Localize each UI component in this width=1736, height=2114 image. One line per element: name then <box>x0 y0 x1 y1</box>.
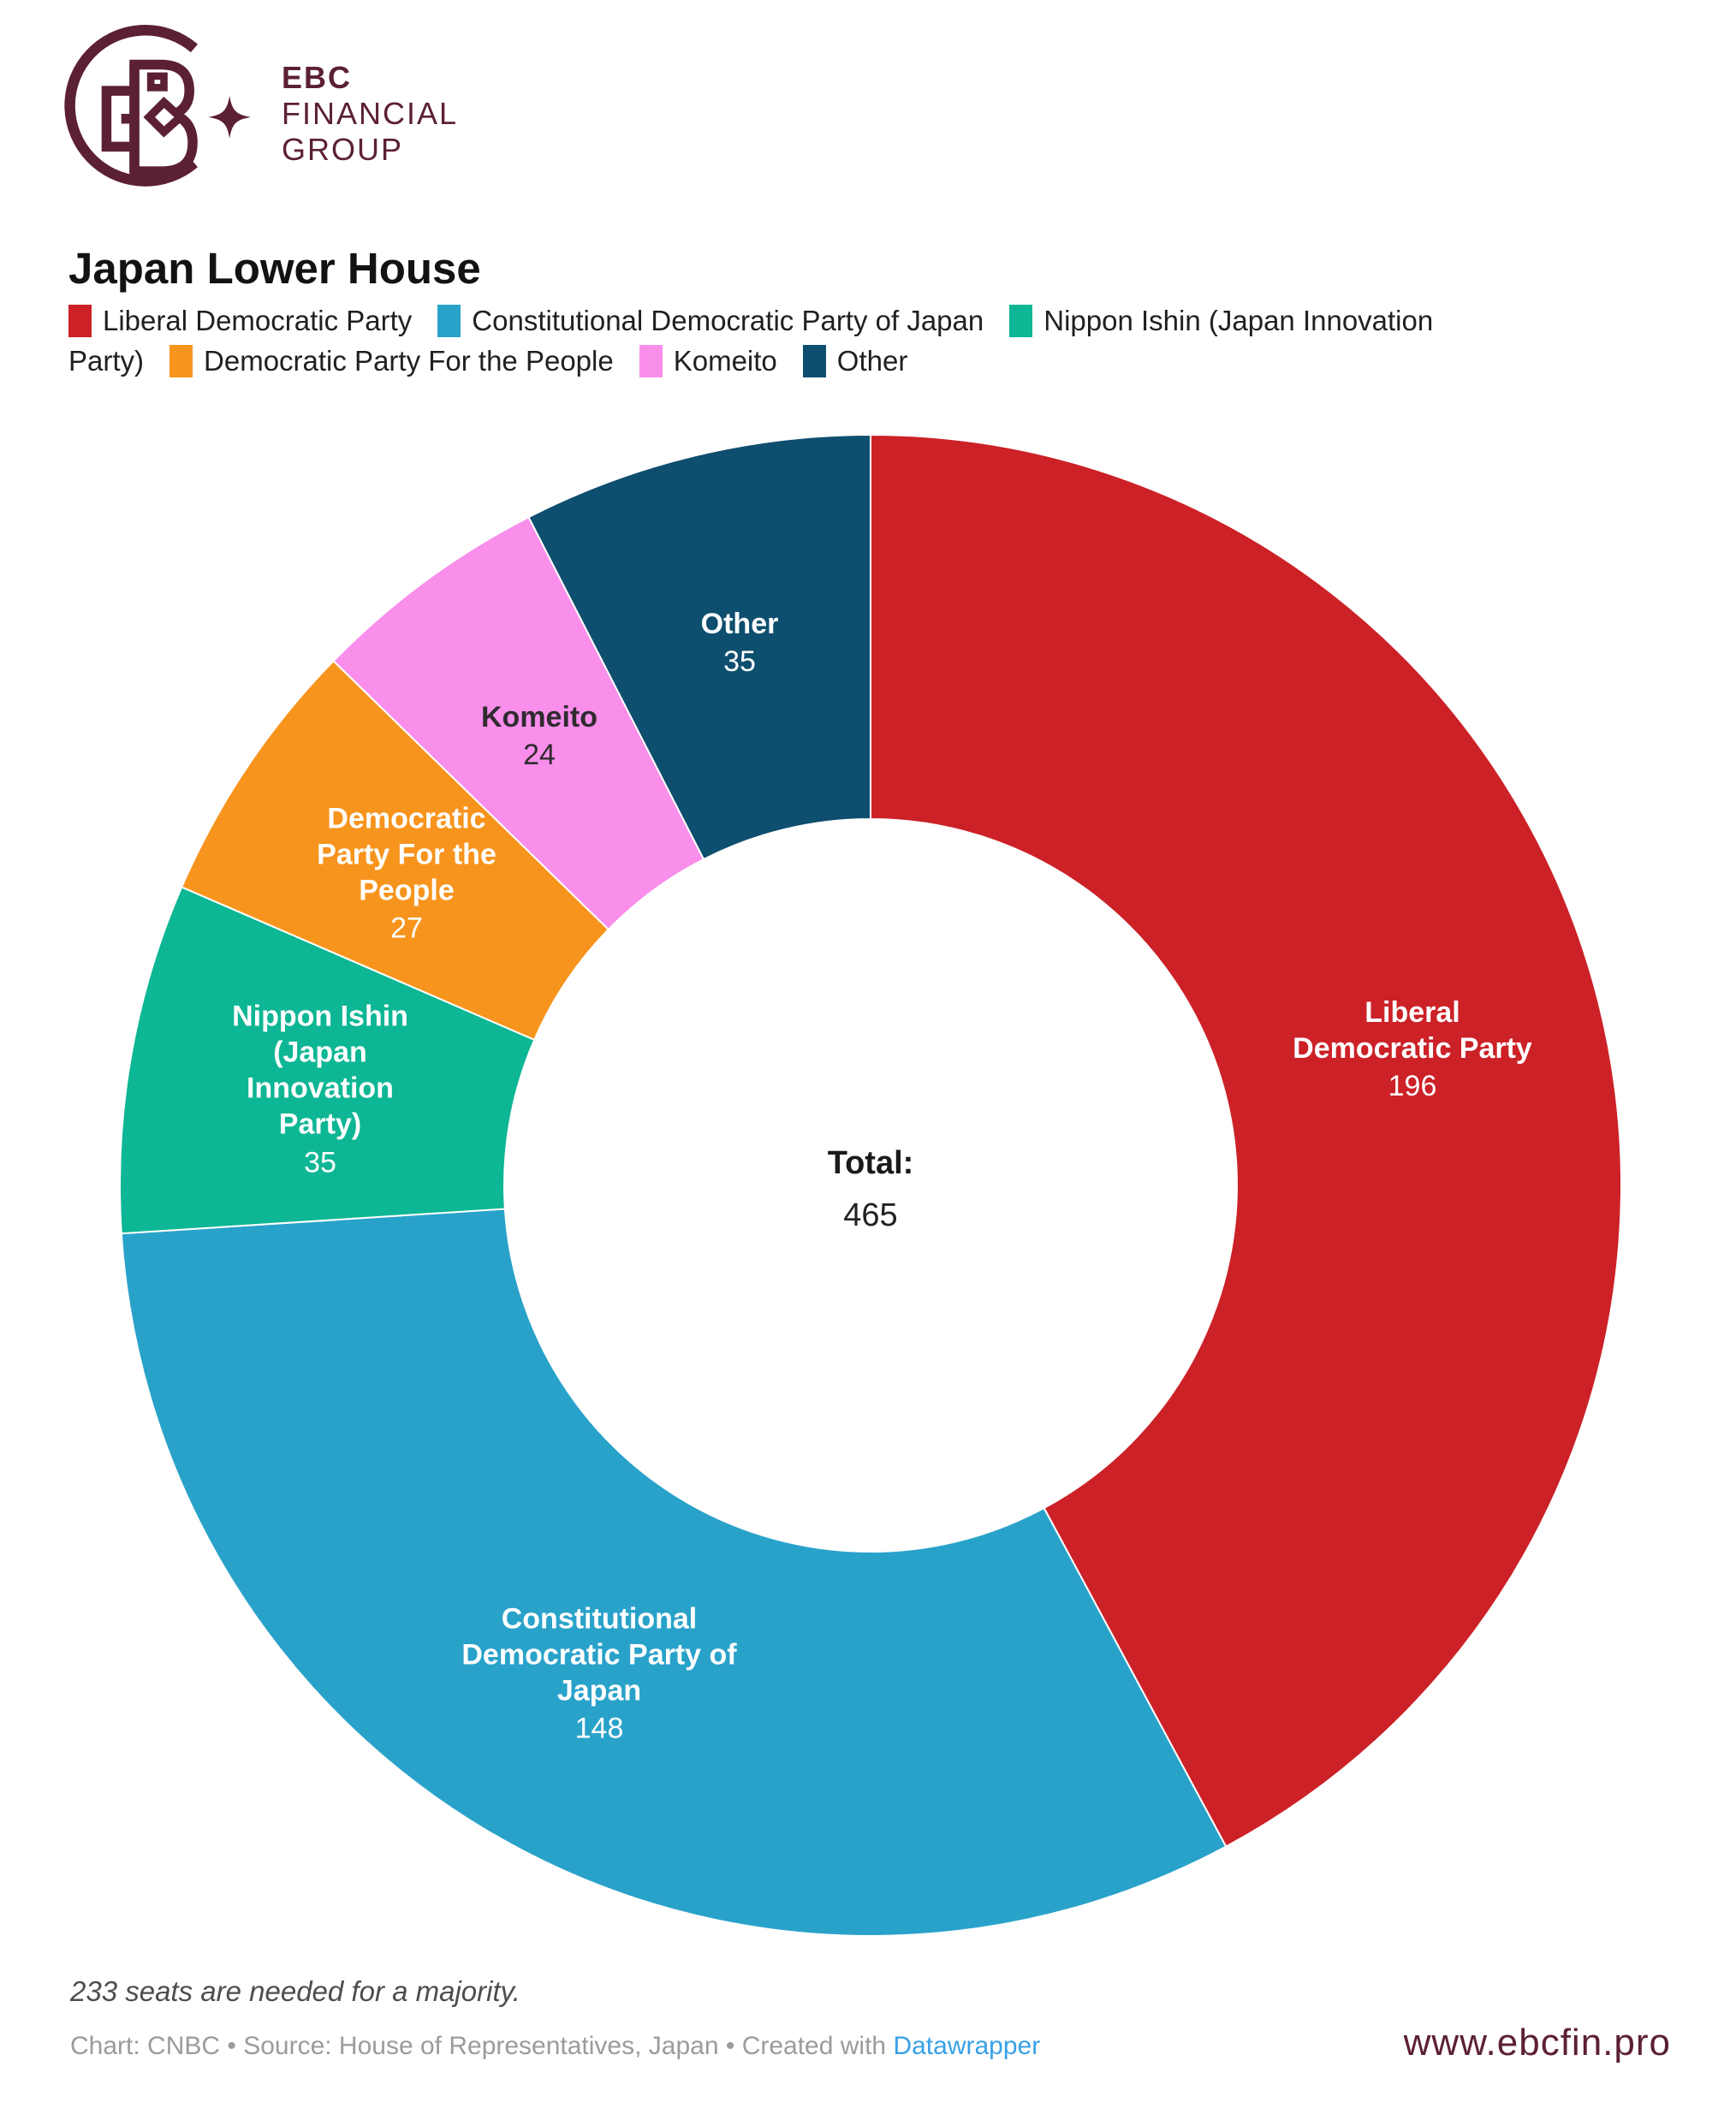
donut-slice-constitutional-democratic-party-of-japan[interactable] <box>120 1208 1228 1937</box>
ebc-logo-icon <box>64 25 252 187</box>
logo-line-1: EBC <box>282 60 353 96</box>
legend-item-nippon-ishin: Nippon Ishin (Japan Innovation <box>1009 305 1433 337</box>
attribution-text: Chart: CNBC • Source: House of Represent… <box>70 2032 894 2060</box>
chart-attribution: Chart: CNBC • Source: House of Represent… <box>70 2032 1040 2061</box>
datawrapper-link[interactable]: Datawrapper <box>893 2032 1041 2060</box>
legend-label: Nippon Ishin (Japan Innovation <box>1043 305 1434 336</box>
legend-swatch-liberal-democratic-party <box>68 305 92 337</box>
ebc-logo: EBC FINANCIAL GROUP <box>56 15 458 212</box>
logo-line-3: GROUP <box>282 131 404 167</box>
legend-label: Party) <box>68 345 145 377</box>
legend-swatch-constitutional-democratic-party <box>437 305 461 337</box>
chart-footnote: 233 seats are needed for a majority. <box>70 1975 520 2007</box>
legend-item-nippon-ishin-wrap: Party) <box>68 345 144 377</box>
legend: Liberal Democratic Party Constitutional … <box>68 305 1433 377</box>
legend-label: Liberal Democratic Party <box>103 305 413 336</box>
ebc-logo-text: EBC FINANCIAL GROUP <box>282 60 458 167</box>
legend-row-2: Party) Democratic Party For the People K… <box>68 345 1433 377</box>
legend-item-komeito: Komeito <box>639 345 777 377</box>
legend-label: Democratic Party For the People <box>204 345 614 377</box>
legend-item-constitutional-democratic-party: Constitutional Democratic Party of Japan <box>437 305 984 337</box>
donut-slice-nippon-ishin-japan-innovation-party[interactable] <box>119 886 536 1235</box>
legend-swatch-komeito <box>639 345 663 377</box>
legend-label: Komeito <box>673 345 777 377</box>
sparkle-icon <box>208 95 252 139</box>
logo-line-2: FINANCIAL <box>282 96 459 132</box>
donut-slice-liberal-democratic-party[interactable] <box>870 433 1622 1848</box>
legend-swatch-other <box>802 345 826 377</box>
legend-label: Constitutional Democratic Party of Japan <box>472 305 984 336</box>
donut-chart <box>119 433 1622 1937</box>
legend-swatch-nippon-ishin <box>1009 305 1033 337</box>
donut-slice-other[interactable] <box>527 433 871 861</box>
legend-label: Other <box>836 345 908 377</box>
legend-swatch-democratic-party-for-the-people <box>169 345 193 377</box>
legend-item-other: Other <box>802 345 908 377</box>
legend-row-1: Liberal Democratic Party Constitutional … <box>68 305 1433 337</box>
legend-item-liberal-democratic-party: Liberal Democratic Party <box>68 305 412 337</box>
website-url[interactable]: www.ebcfin.pro <box>1403 2022 1671 2064</box>
chart-title: Japan Lower House <box>68 244 481 294</box>
legend-item-democratic-party-for-the-people: Democratic Party For the People <box>169 345 614 377</box>
